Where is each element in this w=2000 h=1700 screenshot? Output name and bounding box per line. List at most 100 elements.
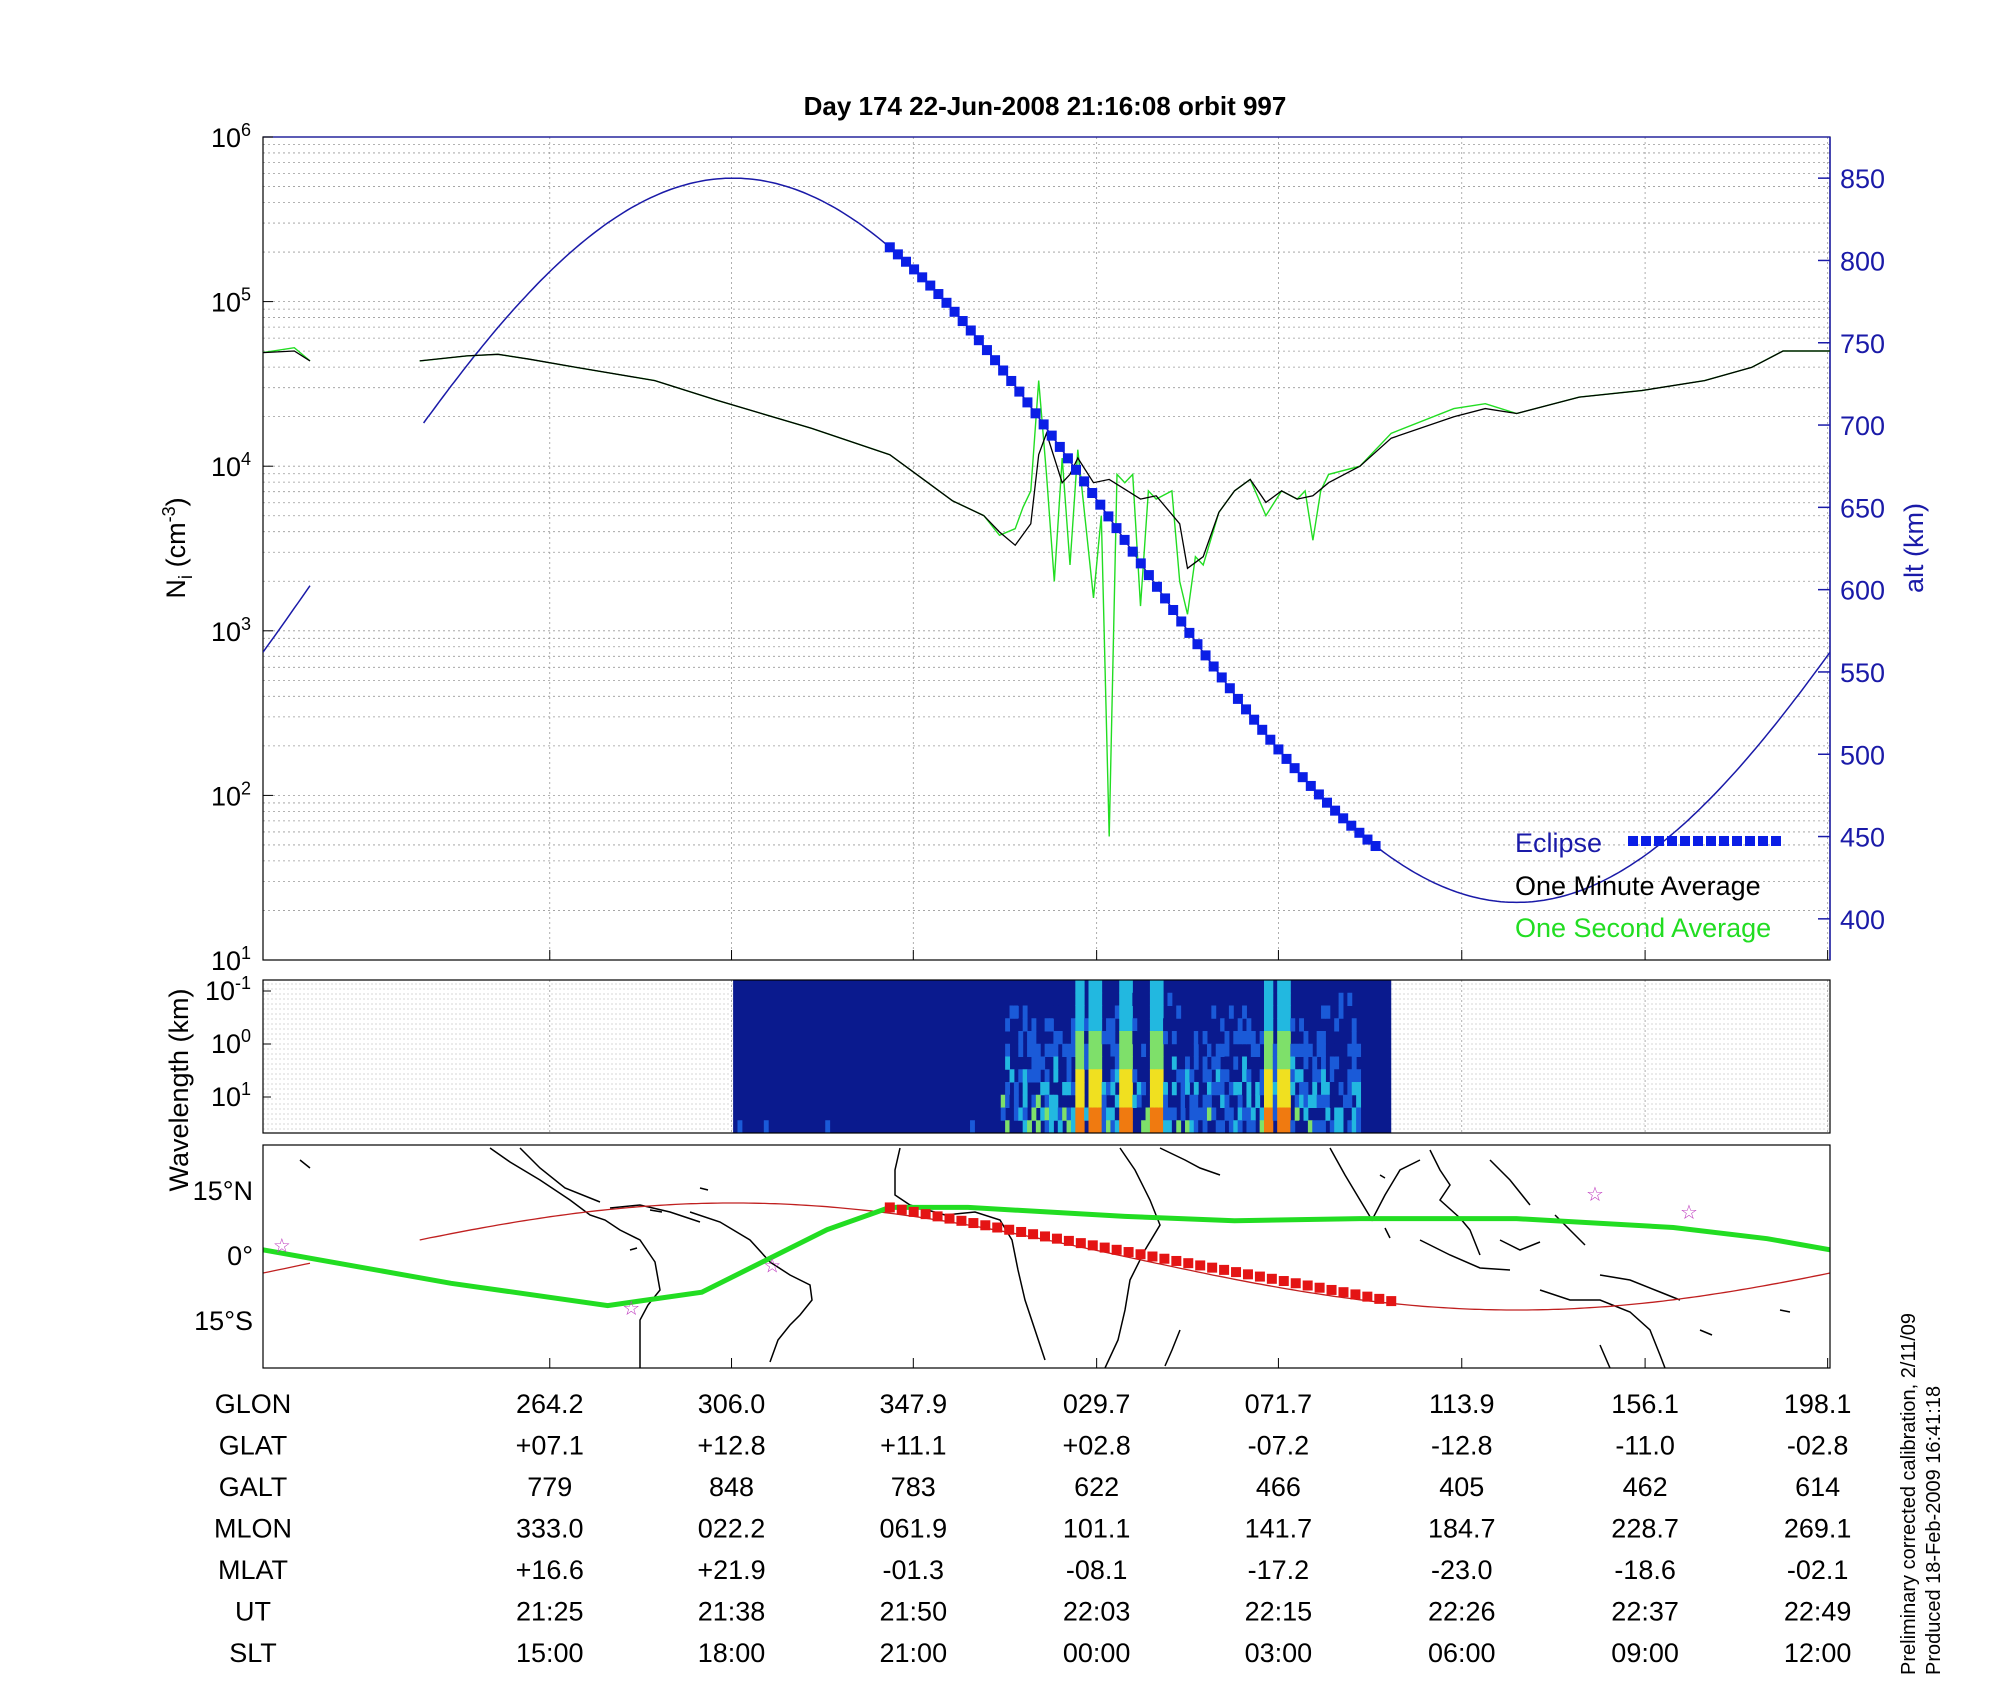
spectrogram-cell [1215,1069,1221,1083]
eclipse-track-marker [884,1202,895,1213]
spectrogram-cell [1035,1094,1041,1108]
wavelength-y-tick-label: 10-1 [205,973,251,1006]
map-panel: ☆ ☆ ☆ ☆ ☆ 15°N 0° 15°S [193,950,1831,1369]
spectrogram-cell [1114,1043,1120,1057]
density-grid [263,137,1830,961]
spectrogram-cell [1211,1043,1217,1057]
spectrogram-cell [1127,1018,1133,1032]
table-cell: -17.2 [1248,1555,1310,1585]
spectrogram-cell [1189,1120,1195,1134]
spectrogram-cell [1193,1120,1199,1134]
eclipse-track-marker [1195,1260,1206,1271]
spectrogram-cell [1123,980,1129,994]
eclipse-track-marker [1242,1269,1253,1280]
spectrogram-cell [1268,1120,1274,1134]
spectrogram-cell [1281,1107,1287,1121]
spectrogram-cell [1246,1094,1252,1108]
spectrogram-cell [1154,1120,1160,1134]
spectrogram-cell [1202,1094,1208,1108]
spectrogram-cell [1259,1031,1265,1045]
spectrogram-cell [1202,1056,1208,1070]
eclipse-marker [892,249,903,260]
spectrogram-cell [1228,1005,1234,1019]
eclipse-track-marker [992,1222,1003,1233]
eclipse-marker [998,365,1009,376]
eclipse-track-marker [1111,1244,1122,1255]
spectrogram-cell [1079,1018,1085,1032]
spectrogram-cell [1079,1094,1085,1108]
spectrogram-cell [1005,1120,1011,1134]
spectrogram-cell [1154,1082,1160,1096]
spectrogram-cell [1268,1005,1274,1019]
spectrogram-cell [1277,1120,1283,1134]
spectrogram-cell [1101,1107,1107,1121]
eclipse-track-marker [956,1215,967,1226]
coastline-islands [299,1159,1791,1336]
spectrogram-cell [1145,1107,1151,1121]
spectrogram-cell [1163,1031,1168,1045]
spectrogram-cell [1079,1005,1085,1019]
spectrogram-cell [1127,1094,1133,1108]
eclipse-marker [990,355,1001,366]
spectrogram-cell [1106,1031,1111,1045]
spectrogram-cell [1285,1056,1291,1070]
spectrogram-cell [1154,1043,1160,1057]
eclipse-track-marker [1183,1258,1194,1269]
spectrogram-cell [1075,1056,1081,1070]
spectrogram-cell [1268,1094,1274,1108]
spectrogram-cell [1127,1005,1133,1019]
spectrogram-cell [1290,1018,1296,1032]
spectrogram-cell [1088,1082,1094,1096]
spectrogram-cell [1088,980,1094,994]
spectrogram-cell [1224,1069,1230,1083]
table-cell: 141.7 [1245,1514,1313,1544]
eclipse-track-marker [1099,1242,1110,1253]
spectrogram-cell [1149,1120,1155,1134]
spectrogram-cell [1057,1107,1063,1121]
table-cell: 071.7 [1245,1389,1313,1419]
coastlines [299,1147,1791,1368]
eclipse-marker [917,272,928,283]
spectrogram-cell [1215,1082,1221,1096]
spectrogram-cell [1329,1094,1335,1108]
eclipse-marker [1046,430,1057,441]
spectrogram-cell [1233,1082,1239,1096]
spectrogram-cell [1329,1082,1335,1096]
spectrogram-cell [1312,1094,1318,1108]
eclipse-marker [965,325,976,336]
table-cell: 228.7 [1611,1514,1679,1544]
spectrogram-cell [1211,1005,1217,1019]
spectrogram-cell [1158,1031,1164,1045]
table-cell: 264.2 [516,1389,584,1419]
spectrogram-cell [1180,1082,1186,1096]
spectrogram-cell [1277,1094,1283,1108]
spectrogram-cell [1022,1094,1028,1108]
table-cell: 029.7 [1063,1389,1131,1419]
spectrogram-cell [1351,1082,1357,1096]
table-cell: 21:25 [516,1597,584,1627]
spectrogram-cell [1277,1018,1283,1032]
table-cell: +07.1 [516,1431,584,1461]
legend: Eclipse One Minute Average One Second Av… [1515,828,1781,943]
table-cell: 061.9 [880,1514,948,1544]
spectrogram-cell [1066,1043,1072,1057]
spectrogram-cell [1149,1107,1155,1121]
eclipse-marker [1168,604,1179,615]
spectrogram-cell [1158,1018,1164,1032]
spectrogram-cell [1097,1094,1103,1108]
eclipse-marker [1079,476,1090,487]
spectrogram-cell [1263,1018,1269,1032]
spectrogram-cell [1224,1056,1230,1070]
eclipse-marker [1071,464,1082,475]
spectrogram-cell [1294,1094,1300,1108]
spectrogram-cell [1329,1031,1335,1045]
eclipse-marker [1160,593,1171,604]
eclipse-marker [1119,534,1130,545]
spectrogram-cell [1066,1056,1072,1070]
legend-eclipse-marker [1667,836,1677,846]
spectrogram-cell [1013,1082,1019,1096]
legend-eclipse-marker [1732,836,1742,846]
spectrogram-cell [1228,1107,1234,1121]
eclipse-marker [1330,805,1341,816]
eclipse-marker [1289,763,1300,774]
